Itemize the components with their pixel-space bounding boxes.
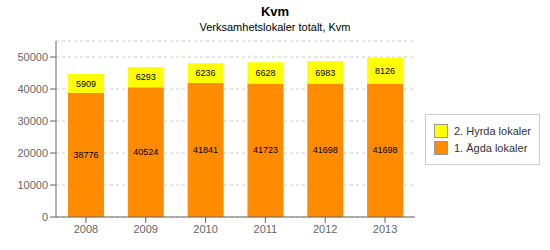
svg-text:2010: 2010 [193, 223, 217, 235]
svg-text:38776: 38776 [73, 150, 98, 160]
svg-text:30000: 30000 [17, 115, 48, 127]
svg-text:2012: 2012 [313, 223, 337, 235]
svg-text:20000: 20000 [17, 147, 48, 159]
svg-text:2011: 2011 [254, 223, 278, 235]
svg-text:41841: 41841 [193, 145, 218, 155]
svg-text:6236: 6236 [196, 68, 216, 78]
svg-text:5909: 5909 [76, 79, 96, 89]
svg-text:8126: 8126 [375, 66, 395, 76]
svg-text:50000: 50000 [17, 51, 48, 63]
svg-text:2013: 2013 [373, 223, 397, 235]
svg-text:0: 0 [42, 211, 48, 223]
svg-text:6628: 6628 [255, 68, 275, 78]
svg-text:40524: 40524 [133, 147, 158, 157]
svg-text:10000: 10000 [17, 179, 48, 191]
svg-text:6983: 6983 [315, 68, 335, 78]
svg-text:2009: 2009 [133, 223, 157, 235]
svg-text:41723: 41723 [253, 145, 278, 155]
svg-text:41698: 41698 [373, 145, 398, 155]
svg-text:40000: 40000 [17, 83, 48, 95]
html-text:Verksamhetslokaler totalt, Kvm: Verksamhetslokaler totalt, Kvm [199, 21, 351, 33]
svg-text:41698: 41698 [313, 145, 338, 155]
html-text:Kvm: Kvm [260, 4, 290, 19]
svg-text:2008: 2008 [74, 223, 98, 235]
html-text:2. Hyrda lokaler: 2. Hyrda lokaler [454, 124, 531, 137]
html-text:1. Ägda lokaler: 1. Ägda lokaler [454, 141, 528, 154]
svg-text:6293: 6293 [136, 72, 156, 82]
